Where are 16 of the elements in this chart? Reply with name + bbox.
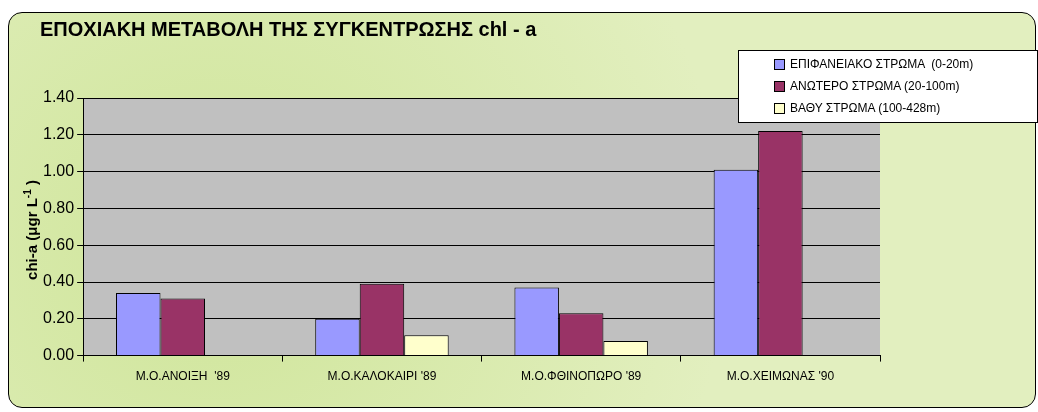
legend-label: ΕΠΙΦΑΝΕΙΑΚΟ ΣΤΡΩΜΑ (0-20m) bbox=[790, 57, 974, 71]
y-tick-label: 0.20 bbox=[43, 309, 75, 327]
legend-label: ΑΝΩΤΕΡΟ ΣΤΡΩΜΑ (20-100m) bbox=[790, 79, 960, 93]
y-tick-label: 1.20 bbox=[43, 125, 75, 143]
y-tick-label: 0.80 bbox=[43, 198, 75, 216]
legend-label: ΒΑΘΥ ΣΤΡΩΜΑ (100-428m) bbox=[790, 101, 941, 115]
y-tick-label: 1.40 bbox=[43, 88, 75, 106]
y-tick-label: 1.00 bbox=[43, 162, 75, 180]
x-tick-label: Μ.Ο.ΚΑΛΟΚΑΙΡΙ '89 bbox=[327, 369, 437, 384]
y-tick-label: 0.40 bbox=[43, 272, 75, 290]
y-tick-label: 0.60 bbox=[43, 235, 75, 253]
x-tick-label: Μ.Ο.ΑΝΟΙΞΗ '89 bbox=[135, 369, 231, 384]
x-tick-label: Μ.Ο.ΦΘΙΝΟΠΩΡΟ '89 bbox=[521, 369, 642, 384]
x-tick-label: Μ.Ο.ΧΕΙΜΩΝΑΣ '90 bbox=[726, 369, 835, 384]
chart-title: ΕΠΟΧΙΑΚΗ ΜΕΤΑΒΟΛΗ ΤΗΣ ΣΥΓΚΕΝΤΡΩΣΗΣ chl - a bbox=[40, 17, 538, 40]
y-tick-label: 0.00 bbox=[43, 346, 75, 364]
